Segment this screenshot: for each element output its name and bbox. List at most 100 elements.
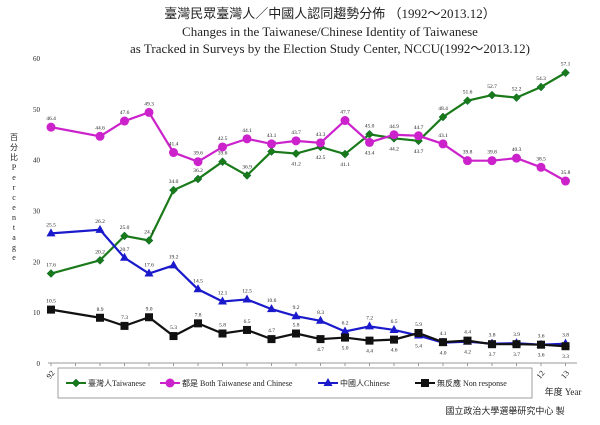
data-point <box>487 156 497 166</box>
data-point <box>537 340 545 349</box>
data-label: 25.0 <box>120 225 130 231</box>
data-label: 35.8 <box>561 170 571 176</box>
data-label: 39.8 <box>487 150 497 156</box>
data-label: 41.2 <box>291 162 301 168</box>
data-label: 3.8 <box>562 333 569 339</box>
data-point <box>536 82 546 92</box>
data-label: 12.1 <box>218 290 228 296</box>
data-label: 6.5 <box>391 319 398 325</box>
data-point <box>292 329 300 338</box>
data-label: 7.2 <box>366 315 373 321</box>
data-point <box>561 176 570 186</box>
data-point <box>267 304 276 313</box>
data-point <box>169 185 178 195</box>
legend-item: 無反應 Non response <box>415 378 507 388</box>
y-tick-label: 50 <box>33 106 41 114</box>
data-label: 49.3 <box>144 101 154 107</box>
data-point <box>512 93 521 103</box>
data-label: 36.9 <box>242 164 252 170</box>
data-label: 44.2 <box>389 146 399 152</box>
data-label: 9.2 <box>293 305 300 311</box>
data-point <box>169 148 178 158</box>
data-point <box>95 255 105 265</box>
x-axis-label: 年度 Year <box>545 386 582 397</box>
data-point <box>144 107 154 117</box>
data-label: 3.3 <box>562 354 569 360</box>
data-label: 19.2 <box>169 254 179 260</box>
data-point <box>120 252 129 261</box>
data-label: 42.5 <box>218 136 228 142</box>
data-point <box>218 157 227 167</box>
data-point <box>291 149 301 158</box>
legend-label: 中國人Chinese <box>340 378 390 388</box>
data-label: 8.9 <box>97 307 104 313</box>
y-tick-label: 60 <box>33 55 41 63</box>
data-label: 57.1 <box>561 62 571 68</box>
data-label: 45.0 <box>365 123 375 129</box>
legend-marker <box>323 378 333 386</box>
data-point <box>389 324 399 333</box>
data-label: 38.5 <box>536 156 546 162</box>
x-tick-label: 12 <box>535 369 547 381</box>
data-label: 39.6 <box>193 151 203 157</box>
chart-title: Changes in the Taiwanese/Chinese Identit… <box>182 24 478 39</box>
legend-label: 臺灣人Taiwanese <box>88 378 146 388</box>
data-label: 34.0 <box>169 179 179 185</box>
data-label: 12.5 <box>242 288 252 294</box>
data-point <box>512 153 521 163</box>
data-label: 5.0 <box>342 346 349 352</box>
data-label: 20.2 <box>95 249 105 255</box>
data-label: 44.7 <box>414 125 424 131</box>
y-label-char: c <box>12 193 16 202</box>
data-label: 43.1 <box>267 133 277 139</box>
data-label: 4.0 <box>440 351 447 357</box>
data-point <box>390 335 398 344</box>
data-point <box>193 284 203 293</box>
data-label: 3.7 <box>513 352 520 358</box>
y-tick-label: 40 <box>33 157 41 165</box>
data-label: 48.4 <box>438 106 448 112</box>
data-point <box>169 260 178 269</box>
data-point <box>169 332 178 341</box>
legend-label: 無反應 Non response <box>437 378 507 388</box>
data-label: 5.3 <box>170 325 177 331</box>
data-label: 43.7 <box>291 130 301 136</box>
data-label: 44.1 <box>242 128 252 134</box>
data-label: 10.6 <box>267 298 277 304</box>
data-point <box>267 139 276 149</box>
legend-marker <box>165 378 175 388</box>
data-label: 41.4 <box>169 142 179 148</box>
data-point <box>120 231 129 241</box>
data-label: 4.4 <box>366 349 373 355</box>
y-label-char: t <box>13 223 16 232</box>
y-tick-label: 10 <box>33 309 41 317</box>
legend-marker <box>421 379 429 387</box>
data-point <box>193 157 203 167</box>
chart-title-zh: 臺灣民眾臺灣人／中國人認同趨勢分佈 （1992～2013.12） <box>164 6 496 21</box>
data-point <box>120 116 129 126</box>
legend-box <box>57 367 533 399</box>
data-label: 4.7 <box>268 328 275 334</box>
data-label: 5.8 <box>293 323 300 329</box>
data-label: 3.8 <box>489 333 496 339</box>
data-label: 4.4 <box>464 330 471 336</box>
data-label: 3.6 <box>538 353 545 359</box>
data-point <box>340 116 350 126</box>
data-label: 43.7 <box>414 149 424 155</box>
data-label: 47.7 <box>340 110 350 116</box>
data-point <box>47 305 55 314</box>
data-label: 40.3 <box>512 147 522 153</box>
data-label: 6.2 <box>342 320 349 326</box>
data-label: 5.8 <box>219 323 226 329</box>
data-point <box>267 335 276 344</box>
data-label: 44.6 <box>95 125 105 131</box>
y-tick-label: 20 <box>33 258 41 266</box>
data-label: 4.6 <box>391 348 398 354</box>
data-point <box>341 333 349 342</box>
data-point <box>414 131 423 141</box>
y-label-char: a <box>12 233 16 242</box>
data-label: 5.4 <box>415 344 422 350</box>
legend-item: 都是 Both Taiwanese and Chinese <box>160 378 293 388</box>
